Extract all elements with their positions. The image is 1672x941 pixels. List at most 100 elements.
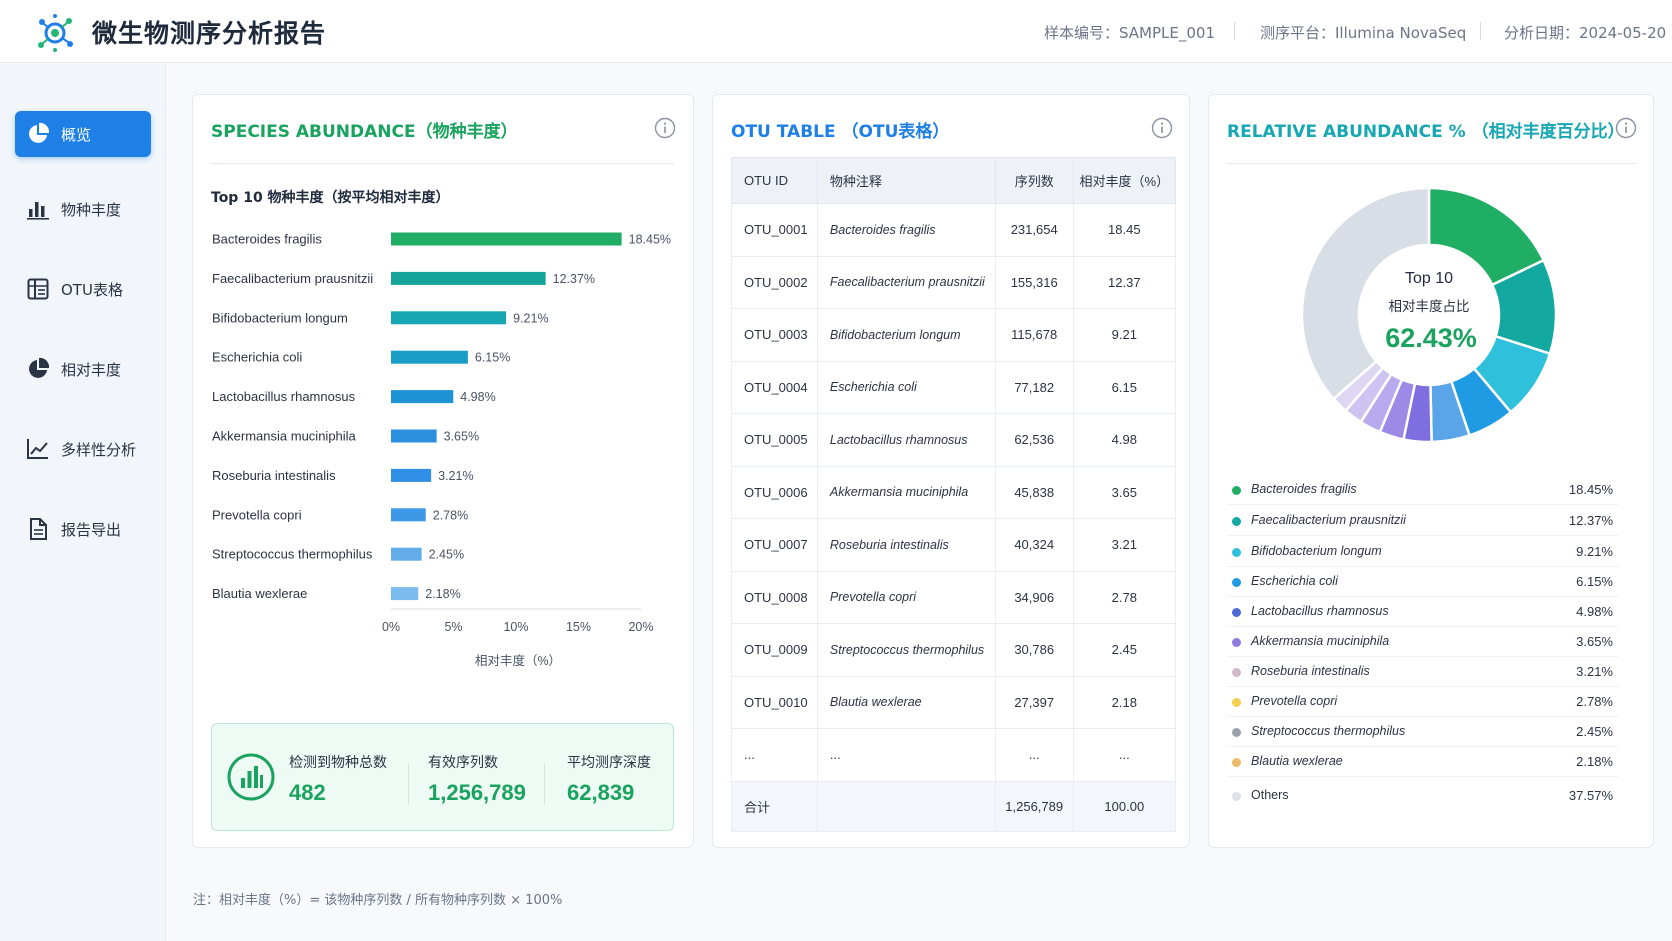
legend-item[interactable]: Streptococcus thermophilus 2.45% <box>1227 717 1619 747</box>
table-row[interactable]: ............ <box>731 728 1177 782</box>
read-count-cell: 62,536 <box>994 413 1074 467</box>
legend-swatch <box>1232 758 1241 767</box>
species-cell <box>816 780 996 832</box>
bar[interactable] <box>391 587 419 601</box>
legend-item[interactable]: Faecalibacterium prausnitzii 12.37% <box>1227 506 1619 536</box>
otu-id-cell: ... <box>731 728 818 782</box>
table-row[interactable]: OTU_0008 Prevotella copri 34,906 2.78 <box>731 570 1177 624</box>
table-row[interactable]: OTU_0004 Escherichia coli 77,182 6.15 <box>731 360 1177 414</box>
legend-percent: 3.21% <box>1576 664 1613 679</box>
legend-name: Bacteroides fragilis <box>1251 482 1357 496</box>
info-icon[interactable] <box>1615 117 1637 139</box>
donut-center-title: Top 10 <box>1405 270 1453 287</box>
abundance-cell: ... <box>1072 728 1177 782</box>
column-header[interactable]: 序列数 <box>994 157 1074 204</box>
legend-item[interactable]: Lactobacillus rhamnosus 4.98% <box>1227 597 1619 627</box>
legend-swatch <box>1232 698 1241 707</box>
table-icon <box>25 276 51 302</box>
bar-value-label: 12.37% <box>553 272 595 286</box>
x-tick-label: 10% <box>503 620 528 634</box>
table-row[interactable]: OTU_0005 Lactobacillus rhamnosus 62,536 4.9… <box>731 413 1177 467</box>
table-row[interactable]: OTU_0009 Streptococcus thermophilus 30,786… <box>731 623 1177 677</box>
legend-item[interactable]: Escherichia coli 6.15% <box>1227 567 1619 597</box>
legend-swatch <box>1232 638 1241 647</box>
bar[interactable] <box>391 350 468 364</box>
bar[interactable] <box>391 508 426 522</box>
bar-value-label: 3.21% <box>438 469 473 483</box>
abundance-cell: 6.15 <box>1072 360 1177 414</box>
bar[interactable] <box>391 271 546 285</box>
category-label: Lactobacillus rhamnosus <box>212 389 356 404</box>
legend-item[interactable]: Bacteroides fragilis 18.45% <box>1227 475 1619 505</box>
column-header[interactable]: 物种注释 <box>816 157 996 204</box>
legend-item[interactable]: Others 37.57% <box>1227 781 1619 811</box>
sidebar-item-species-abundance[interactable]: 物种丰度 <box>15 186 151 232</box>
legend-item[interactable]: Roseburia intestinalis 3.21% <box>1227 657 1619 687</box>
x-tick-label: 15% <box>566 620 591 634</box>
table-total-row[interactable]: 合计 1,256,789 100.00 <box>731 780 1177 832</box>
legend-item[interactable]: Bifidobacterium longum 9.21% <box>1227 537 1619 567</box>
legend-item[interactable]: Blautia wexlerae 2.18% <box>1227 747 1619 777</box>
info-icon[interactable] <box>654 117 676 139</box>
x-tick-label: 5% <box>444 620 462 634</box>
otu-id-cell: OTU_0002 <box>731 255 818 309</box>
legend-name: Others <box>1251 788 1289 802</box>
sidebar-item-otu-table[interactable]: OTU表格 <box>15 266 151 312</box>
donut-slice[interactable] <box>1300 186 1431 401</box>
chart-subtitle: Top 10 物种丰度（按平均相对丰度） <box>211 190 450 206</box>
bar-value-label: 18.45% <box>629 233 671 247</box>
table-row[interactable]: OTU_0010 Blautia wexlerae 27,397 2.18 <box>731 675 1177 729</box>
valid-reads-value: 1,256,789 <box>428 780 526 805</box>
legend-name: Roseburia intestinalis <box>1251 664 1370 678</box>
column-header[interactable]: 相对丰度（%） <box>1072 157 1177 204</box>
bar[interactable] <box>391 468 432 482</box>
otu-id-cell: OTU_0010 <box>731 675 818 729</box>
category-label: Escherichia coli <box>212 350 302 365</box>
abundance-cell: 3.65 <box>1072 465 1177 519</box>
legend-item[interactable]: Akkermansia muciniphila 3.65% <box>1227 627 1619 657</box>
legend-item[interactable]: Prevotella copri 2.78% <box>1227 687 1619 717</box>
species-count-label: 检测到物种总数 <box>289 755 387 771</box>
meta-divider <box>1480 22 1481 40</box>
read-count-cell: 115,678 <box>994 308 1074 362</box>
bar[interactable] <box>391 311 507 325</box>
table-row[interactable]: OTU_0002 Faecalibacterium prausnitzii 155,… <box>731 255 1177 309</box>
footnote: 注：相对丰度（%）= 该物种序列数 / 所有物种序列数 × 100% <box>193 893 563 908</box>
legend-swatch <box>1232 548 1241 557</box>
bar[interactable] <box>391 429 437 443</box>
otu-id-cell: OTU_0007 <box>731 518 818 572</box>
read-count-cell: 34,906 <box>994 570 1074 624</box>
legend-percent: 2.45% <box>1576 724 1613 739</box>
category-label: Faecalibacterium prausnitzii <box>212 271 373 286</box>
bar-chart-icon <box>25 196 51 222</box>
card-divider <box>1227 163 1636 164</box>
column-header[interactable]: OTU ID <box>731 157 818 204</box>
info-icon[interactable] <box>1151 117 1173 139</box>
otu-table: OTU ID 物种注释 序列数 相对丰度（%） OTU_0001 Bacteroi… <box>731 157 1177 832</box>
legend-swatch <box>1232 578 1241 587</box>
read-count-cell: 30,786 <box>994 623 1074 677</box>
table-row[interactable]: OTU_0003 Bifidobacterium longum 115,678 9.2… <box>731 308 1177 362</box>
legend-percent: 6.15% <box>1576 574 1613 589</box>
species-cell: Lactobacillus rhamnosus <box>816 413 996 467</box>
sidebar-item-report-export[interactable]: 报告导出 <box>15 506 151 552</box>
otu-id-cell: OTU_0008 <box>731 570 818 624</box>
bar[interactable] <box>391 547 422 561</box>
meta-divider <box>1234 22 1235 40</box>
abundance-cell: 2.45 <box>1072 623 1177 677</box>
table-row[interactable]: OTU_0007 Roseburia intestinalis 40,324 3.21 <box>731 518 1177 572</box>
sidebar-item-overview[interactable]: 概览 <box>15 111 151 157</box>
x-axis-title: 相对丰度（%） <box>475 653 561 668</box>
legend-percent: 2.18% <box>1576 754 1613 769</box>
sidebar-item-relative-abundance[interactable]: 相对丰度 <box>15 346 151 392</box>
sidebar: 概览 物种丰度 OTU表格 相对丰度 多样性分析 报告导出 <box>0 64 166 941</box>
bar[interactable] <box>391 232 622 246</box>
otu-id-cell: OTU_0005 <box>731 413 818 467</box>
table-row[interactable]: OTU_0006 Akkermansia muciniphila 45,838 3.6… <box>731 465 1177 519</box>
category-label: Akkermansia muciniphila <box>212 429 357 444</box>
table-row[interactable]: OTU_0001 Bacteroides fragilis 231,654 18.45 <box>731 203 1177 257</box>
sidebar-item-diversity-analysis[interactable]: 多样性分析 <box>15 426 151 472</box>
sidebar-item-label: 多样性分析 <box>61 440 137 459</box>
otu-card-title: OTU TABLE （OTU表格） <box>731 122 950 142</box>
bar[interactable] <box>391 390 454 404</box>
